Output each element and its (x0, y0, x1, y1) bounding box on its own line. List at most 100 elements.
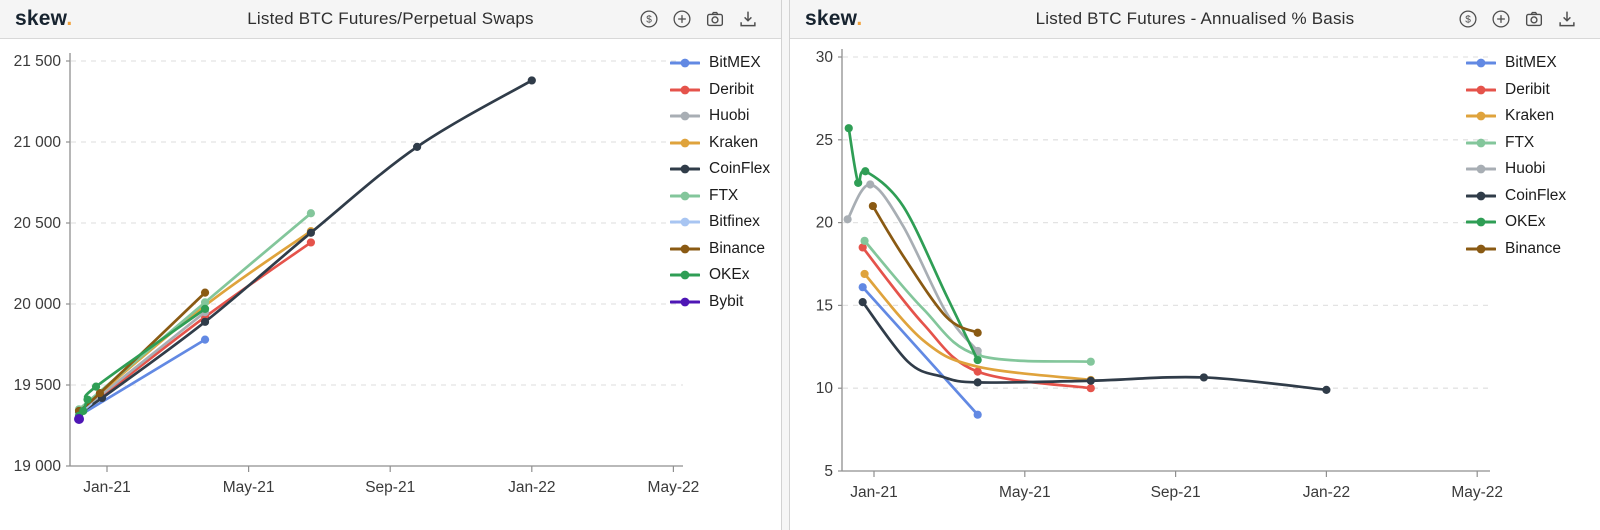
legend-label: BitMEX (709, 54, 761, 72)
legend-item-bybit[interactable]: Bybit (670, 289, 770, 316)
logo-dot: . (66, 7, 73, 30)
series-line-bitmex (861, 285, 980, 417)
data-point-coinflex (200, 317, 210, 326)
logo-text: skew (15, 7, 67, 30)
plus-circle-icon[interactable] (1490, 8, 1512, 30)
logo-dot: . (856, 7, 863, 30)
data-point-coinflex (306, 228, 316, 237)
x-tick-label: Jan-21 (850, 484, 897, 501)
legend-label: Bitfinex (709, 213, 760, 231)
series-line-bitmex (77, 338, 207, 418)
svg-text:$: $ (1465, 15, 1471, 26)
series-line-huobi (846, 183, 980, 353)
data-point-huobi (843, 215, 852, 224)
series-line-coinflex (861, 300, 1328, 392)
legend-futures-price: BitMEX Deribit Huobi Kraken CoinFlex FTX Bitfi… (670, 50, 770, 315)
data-point-binance (95, 389, 105, 398)
camera-icon[interactable] (1523, 8, 1545, 30)
legend-label: FTX (709, 186, 739, 204)
legend-item-kraken[interactable]: Kraken (670, 130, 770, 157)
legend-marker (1466, 111, 1496, 121)
y-tick-label: 21 000 (14, 134, 62, 151)
plus-circle-icon[interactable] (671, 8, 693, 30)
data-point-ftx (306, 209, 316, 218)
legend-item-ftx[interactable]: FTX (1466, 130, 1566, 157)
legend-item-deribit[interactable]: Deribit (670, 77, 770, 104)
y-tick-label: 20 (816, 215, 834, 232)
legend-marker (1466, 191, 1496, 201)
series-line-binance (871, 204, 980, 335)
y-tick-label: 20 500 (14, 215, 62, 232)
legend-marker (670, 111, 700, 121)
legend-label: BitMEX (1505, 54, 1557, 72)
legend-item-deribit[interactable]: Deribit (1466, 77, 1566, 104)
legend-marker (1466, 217, 1496, 227)
panel-futures-price: skew. Listed BTC Futures/Perpetual Swaps… (0, 0, 781, 530)
dollar-circle-icon[interactable]: $ (1457, 8, 1479, 30)
x-tick-label: May-22 (1451, 484, 1503, 501)
legend-item-coinflex[interactable]: CoinFlex (1466, 183, 1566, 210)
data-point-deribit (1086, 384, 1095, 393)
legend-marker (1466, 164, 1496, 174)
legend-item-binance[interactable]: Binance (670, 236, 770, 263)
data-point-okex (79, 406, 88, 416)
panel-header: skew. Listed BTC Futures - Annualised % … (790, 0, 1600, 39)
download-icon[interactable] (1556, 8, 1578, 30)
data-point-ftx (1086, 357, 1095, 366)
legend-item-ftx[interactable]: FTX (670, 183, 770, 210)
y-tick-label: 19 500 (14, 377, 62, 394)
dollar-circle-icon[interactable]: $ (638, 8, 660, 30)
y-tick-label: 19 000 (14, 458, 62, 475)
data-point-coinflex (973, 378, 982, 387)
data-point-coinflex (527, 76, 536, 85)
y-tick-label: 20 000 (14, 296, 62, 313)
x-tick-label: Sep-21 (1151, 484, 1201, 501)
legend-label: FTX (1505, 133, 1535, 151)
chart-area-futures-price: 21 500 21 000 20 500 20 000 19 500 19 000 Jan-… (0, 39, 781, 530)
legend-item-bitmex[interactable]: BitMEX (1466, 50, 1566, 77)
y-tick-label: 30 (816, 49, 834, 66)
legend-item-coinflex[interactable]: CoinFlex (670, 156, 770, 183)
skew-logo: skew. (0, 7, 72, 31)
data-point-binance (973, 328, 982, 337)
legend-label: Huobi (1505, 160, 1546, 178)
download-icon[interactable] (737, 8, 759, 30)
legend-marker (1466, 244, 1496, 254)
data-point-coinflex (858, 297, 867, 307)
panel-divider (781, 0, 790, 530)
y-tick-label: 21 500 (14, 53, 62, 70)
legend-item-binance[interactable]: Binance (1466, 236, 1566, 263)
data-point-bitmex (973, 410, 982, 419)
legend-item-kraken[interactable]: Kraken (1466, 103, 1566, 130)
x-tick-label: May-21 (999, 484, 1051, 501)
data-point-ftx (860, 236, 869, 245)
legend-item-bitmex[interactable]: BitMEX (670, 50, 770, 77)
data-point-binance (868, 201, 877, 211)
svg-text:$: $ (646, 15, 652, 26)
data-point-ftx (200, 298, 210, 307)
legend-annualised-basis: BitMEX Deribit Kraken FTX Huobi CoinFlex OKEx B… (1466, 50, 1566, 262)
legend-marker (1466, 58, 1496, 68)
legend-label: Kraken (709, 133, 759, 151)
series-line-huobi (77, 310, 207, 414)
y-tick-label: 25 (816, 132, 833, 149)
camera-icon[interactable] (704, 8, 726, 30)
header-toolbar: $ (1457, 8, 1600, 30)
legend-item-okex[interactable]: OKEx (670, 262, 770, 289)
header-toolbar: $ (638, 8, 781, 30)
legend-label: Deribit (1505, 80, 1550, 98)
legend-item-huobi[interactable]: Huobi (670, 103, 770, 130)
legend-marker (670, 297, 700, 307)
x-tick-label: May-21 (223, 479, 275, 496)
data-point-coinflex (1086, 376, 1095, 385)
legend-item-okex[interactable]: OKEx (1466, 209, 1566, 236)
data-point-coinflex (413, 142, 422, 151)
legend-item-bitfinex[interactable]: Bitfinex (670, 209, 770, 236)
legend-marker (670, 164, 700, 174)
legend-item-huobi[interactable]: Huobi (1466, 156, 1566, 183)
data-point-bitmex (858, 283, 867, 292)
panel-annualised-basis: skew. Listed BTC Futures - Annualised % … (790, 0, 1600, 530)
data-point-okex (91, 382, 101, 391)
series-line-deribit (861, 246, 1093, 390)
